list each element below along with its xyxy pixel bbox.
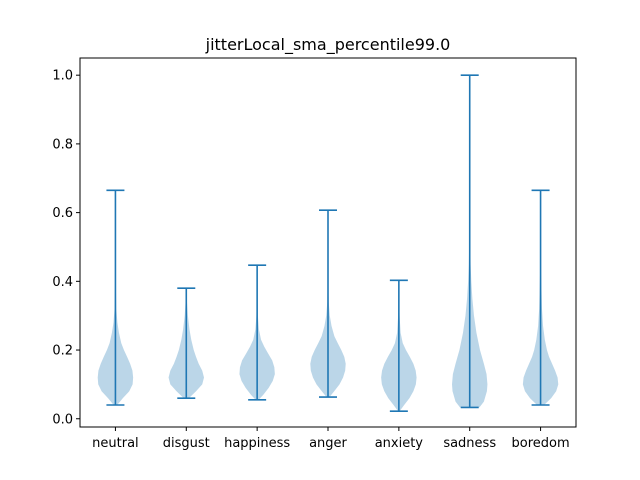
y-tick-label: 1.0 [52, 69, 73, 84]
x-tick-label: boredom [512, 436, 570, 451]
y-axis: 0.0 0.2 0.4 0.6 0.8 1.0 [52, 69, 80, 427]
x-axis: neutral disgust happiness anger anxiety sadne… [92, 427, 570, 451]
x-tick-label: anxiety [375, 436, 424, 451]
y-tick-label: 0.0 [52, 412, 73, 427]
x-tick-label: anger [309, 436, 347, 451]
chart-title: jitterLocal_sma_percentile99.0 [205, 35, 451, 55]
plot-frame [79, 57, 577, 428]
y-tick-label: 0.4 [52, 275, 73, 290]
x-tick-label: neutral [92, 436, 139, 451]
violins-group [97, 74, 559, 412]
x-tick-label: sadness [443, 436, 496, 451]
y-tick-label: 0.8 [52, 137, 73, 152]
x-tick-label: happiness [224, 436, 290, 451]
y-tick-label: 0.2 [52, 344, 73, 359]
y-tick-label: 0.6 [52, 206, 73, 221]
x-tick-label: disgust [163, 436, 210, 451]
